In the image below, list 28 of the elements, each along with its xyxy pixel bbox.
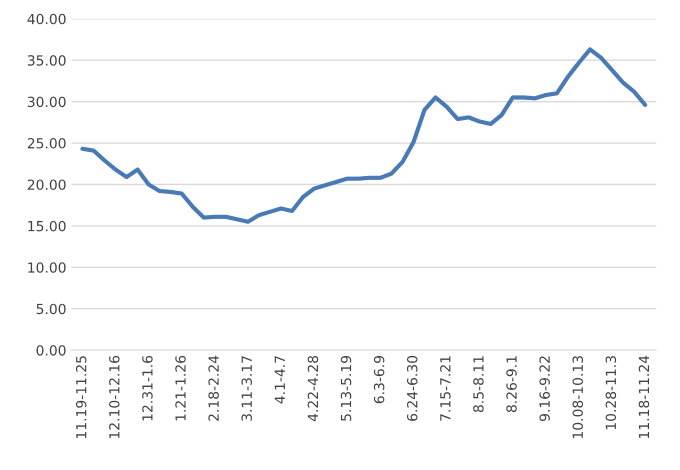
x-tick-label: 4.22-4.28 <box>308 356 318 422</box>
x-tick-label: 6.3-6.9 <box>374 356 384 404</box>
x-tick-label: 11.19-11.25 <box>76 356 86 438</box>
x-tick-label: 2.18-2.24 <box>208 356 219 421</box>
x-tick-label: 3.11-3.17 <box>241 356 252 421</box>
x-tick-label: 5.13-5.19 <box>340 356 352 421</box>
y-tick-label: 10.00 <box>28 262 66 273</box>
x-tick-label: 8.5-8.11 <box>473 356 484 412</box>
x-tick-label: 12.31-1.6 <box>142 356 153 420</box>
x-tick-label: 9.16-9.22 <box>539 356 550 421</box>
y-tick-label: 40.00 <box>27 14 66 24</box>
x-tick-label: 11.18-11.24 <box>638 356 650 438</box>
x-tick-label: 7.15-7.21 <box>440 356 451 421</box>
y-tick-label: 20.00 <box>28 179 66 190</box>
y-tick-label: 15.00 <box>28 220 66 232</box>
line-series <box>80 47 648 224</box>
y-tick-label: 35.00 <box>28 55 66 66</box>
y-tick-label: 30.00 <box>28 96 66 108</box>
x-tick-label: 8.26-9.1 <box>506 356 517 412</box>
x-tick-label: 1.21-1.26 <box>175 356 186 420</box>
x-tick-label: 6.24-6.30 <box>406 356 418 421</box>
x-tick-label: 10.08-10.13 <box>572 356 583 438</box>
x-tick-label: 12.10-12.16 <box>109 356 120 438</box>
y-tick-label: 0.00 <box>36 345 66 356</box>
x-tick-label: 4.1-4.7 <box>274 356 285 404</box>
y-tick-label: 5.00 <box>36 304 66 314</box>
y-tick-label: 25.00 <box>28 138 66 149</box>
x-tick-label: 10.28-11.3 <box>606 356 616 430</box>
